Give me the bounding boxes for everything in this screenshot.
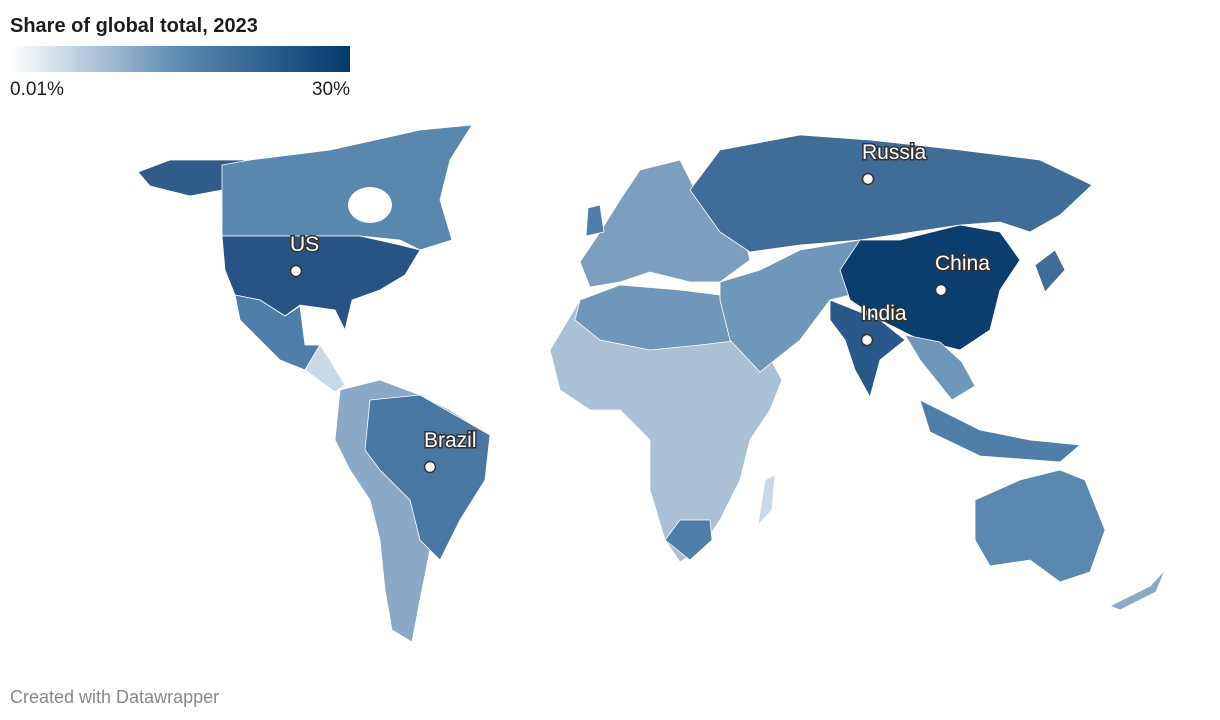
japan [1034,249,1066,293]
legend-tick-label: 0.01% [10,79,64,100]
central-america [304,344,346,393]
label-dot [934,283,948,297]
australia [974,469,1106,583]
country-labels: US Russia China India Brazil [289,140,992,474]
russia [689,134,1093,253]
north-africa [574,284,743,351]
india [829,299,906,399]
label-dot [423,460,437,474]
canada [221,124,473,251]
southeast-asia [904,334,976,401]
country-label: US [290,233,319,256]
legend-bar [10,46,350,72]
south-africa [664,519,713,561]
uk [585,204,605,237]
legend-title: Share of global total, 2023 [10,15,258,37]
world-map [137,124,1166,643]
country-label: China [935,252,990,275]
country-label: India [861,302,907,325]
label-dot [289,264,303,278]
label-dot [860,333,874,347]
madagascar [757,474,776,527]
indonesia [919,399,1081,463]
footer: Created with Datawrapper [10,687,219,707]
country-label: Russia [862,141,927,164]
label-dot [861,172,875,186]
hudson-bay [348,187,392,223]
country-label: Brazil [424,429,477,452]
brazil [364,394,491,561]
legend-tick-label: 30% [312,79,350,100]
new-zealand [1109,569,1166,611]
